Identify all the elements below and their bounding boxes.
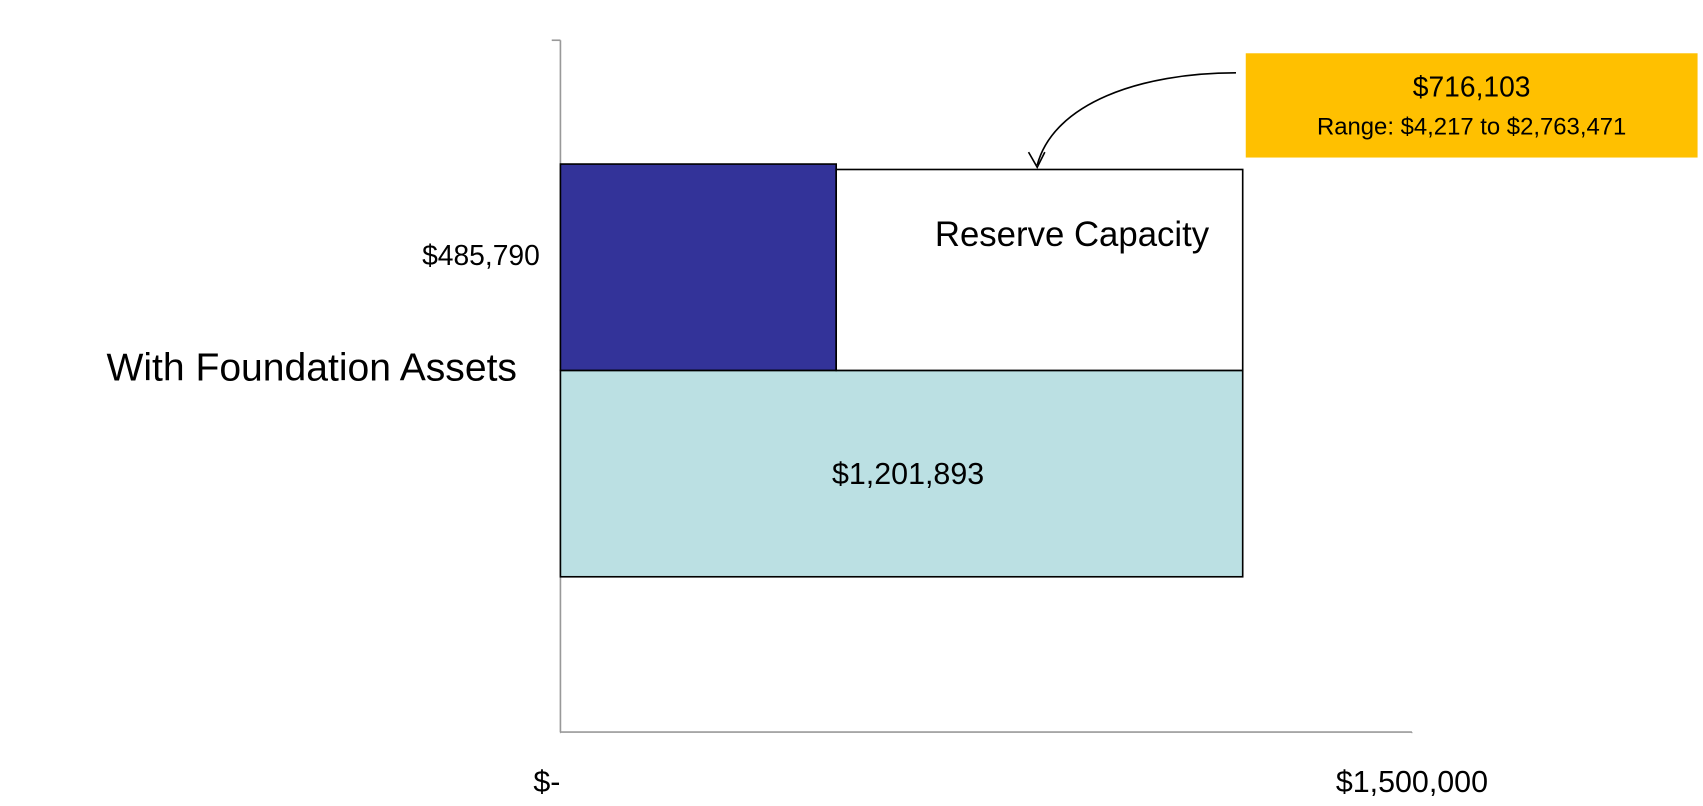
x-tick-label: $- — [533, 765, 560, 799]
x-tick-label: $1,500,000 — [1336, 765, 1488, 799]
bar — [835, 168, 1244, 372]
arrow-head — [1027, 151, 1046, 170]
value-label: $1,201,893 — [832, 457, 984, 491]
bar — [559, 369, 1244, 578]
series-label: Reserve Capacity — [935, 216, 1210, 254]
annotation-box — [1245, 53, 1698, 158]
value-label: $716,103 — [1413, 71, 1531, 103]
value-label: $485,790 — [422, 239, 540, 271]
category-label: With Foundation Assets — [106, 347, 517, 390]
annotation-arrow — [1036, 72, 1236, 166]
annotation: Range: $4,217 to $2,763,471 — [1317, 114, 1626, 141]
bar — [559, 163, 838, 372]
